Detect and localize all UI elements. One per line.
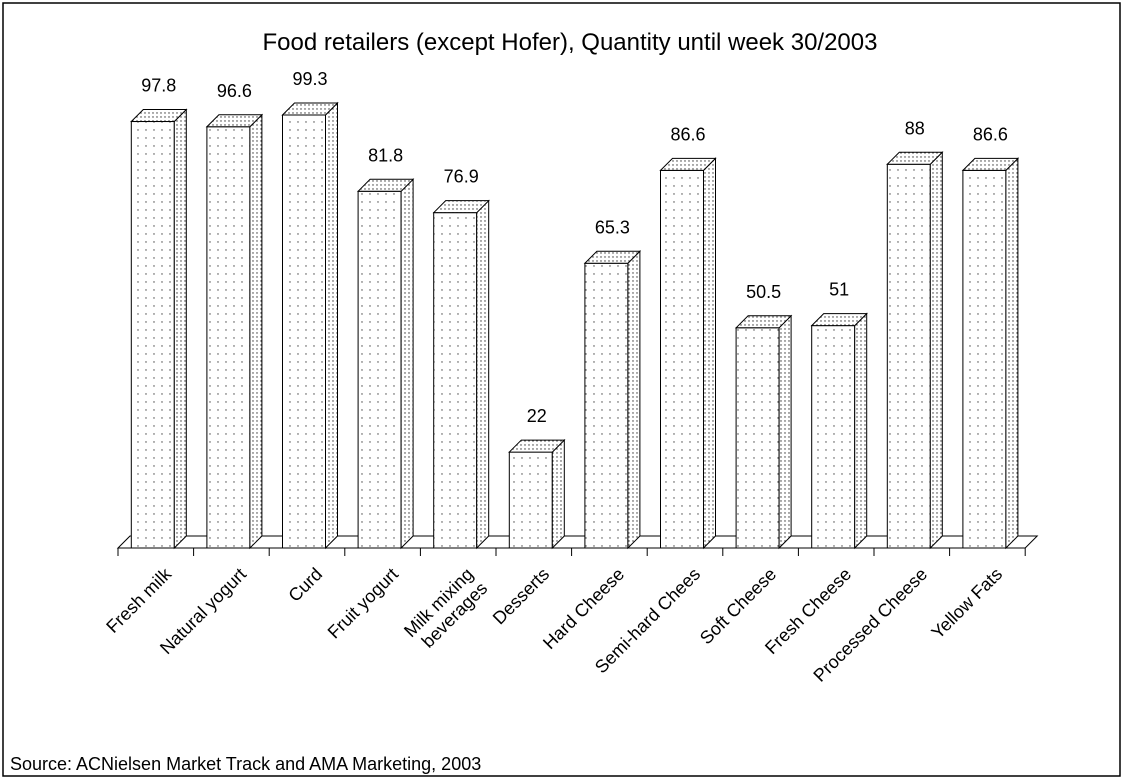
bar-side: [551, 438, 565, 550]
bar-top: [205, 114, 264, 128]
bar-side: [249, 113, 263, 550]
bar-top: [583, 250, 642, 264]
bar-top: [734, 315, 793, 329]
bar-front: [508, 451, 553, 549]
data-label: 86.6: [973, 124, 1008, 144]
bar-front: [282, 114, 326, 549]
bar-front: [735, 327, 780, 549]
data-label: 96.6: [217, 81, 252, 101]
bar-top: [508, 439, 566, 453]
bar-front: [357, 190, 402, 549]
floor: [116, 535, 1039, 556]
bar: [659, 157, 717, 550]
bar-front: [433, 212, 478, 549]
bar: [508, 438, 566, 550]
bar: [961, 157, 1020, 550]
bar-top: [130, 109, 188, 123]
bar: [583, 250, 642, 550]
data-label: 99.3: [292, 69, 327, 89]
bar-top: [432, 200, 490, 214]
bar: [810, 312, 868, 550]
bar: [356, 178, 415, 550]
bar-side: [400, 178, 414, 550]
bar-top: [659, 157, 717, 171]
data-label: 50.5: [746, 282, 781, 302]
bar-side: [703, 157, 716, 550]
bar: [281, 101, 339, 550]
data-label: 65.3: [595, 217, 630, 237]
bar-side: [778, 314, 792, 550]
bar-side: [627, 250, 641, 550]
bar-front: [811, 325, 856, 549]
bar-top: [886, 151, 944, 165]
source-note: Source: ACNielsen Market Track and AMA M…: [10, 754, 482, 774]
bar-side: [1005, 157, 1019, 550]
bars: 97.8 96.6 99.3 81.8 76.9 22 65.3 86.6 50.5 51 88 86…: [130, 69, 1020, 550]
bar-front: [660, 169, 704, 549]
bar: [130, 108, 188, 550]
bar-top: [810, 313, 868, 327]
bar-top: [356, 178, 415, 192]
bar: [886, 151, 944, 550]
data-label: 86.6: [670, 124, 705, 144]
data-label: 76.9: [444, 167, 479, 187]
bar-front: [206, 126, 251, 549]
chart-title: Food retailers (except Hofer), Quantity …: [263, 29, 878, 56]
data-label: 22: [527, 406, 547, 426]
bar-side: [854, 312, 868, 550]
bar-front: [962, 169, 1007, 549]
bar-front: [584, 262, 629, 549]
bar-front: [886, 163, 931, 549]
data-label: 88: [905, 118, 925, 138]
data-label: 97.8: [141, 76, 176, 96]
bar-top: [281, 102, 339, 116]
bar: [734, 314, 793, 550]
data-label: 51: [829, 280, 849, 300]
bar: [432, 199, 490, 550]
bar-front: [130, 121, 175, 549]
bar-side: [173, 108, 187, 550]
bar-side: [325, 101, 338, 550]
bar-top: [961, 157, 1020, 171]
bar-side: [929, 151, 943, 550]
bar: [205, 113, 264, 550]
data-label: 81.8: [368, 145, 403, 165]
bar-side: [476, 199, 490, 550]
